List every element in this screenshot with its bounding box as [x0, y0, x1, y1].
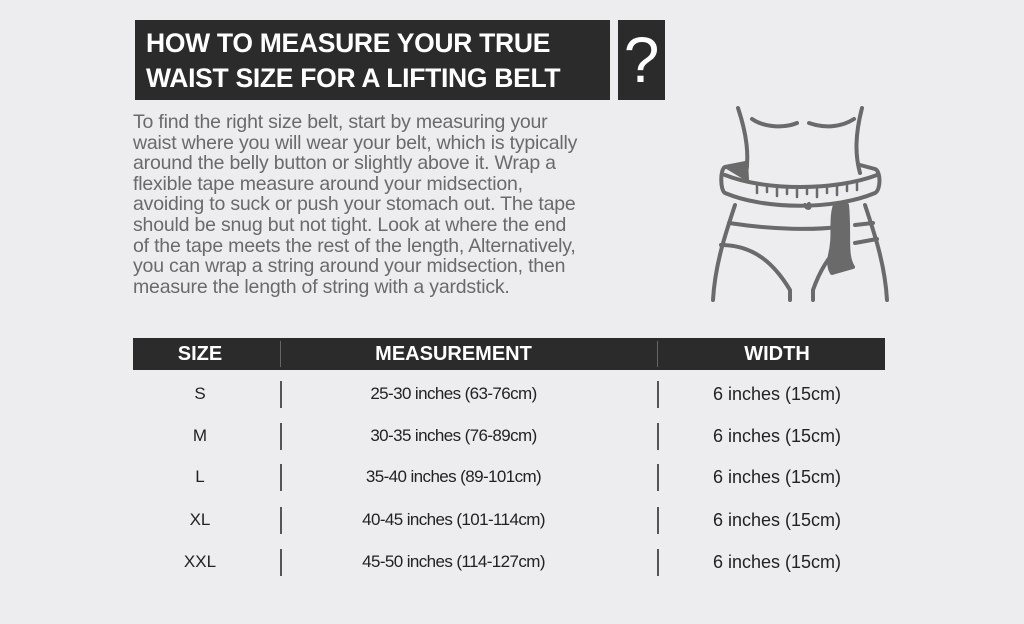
cell-measurement: 25-30 inches (63-76cm) [370, 384, 537, 403]
header-divider [657, 341, 658, 367]
cell-size: M [192, 426, 208, 445]
cell-width: 6 inches (15cm) [712, 552, 842, 572]
table-row: M 30-35 inches (76-89cm) 6 inches (15cm) [133, 421, 885, 451]
row-divider [280, 381, 282, 408]
row-divider [280, 464, 282, 491]
waist-measuring-tape-icon [711, 106, 889, 302]
cell-measurement: 30-35 inches (76-89cm) [370, 426, 537, 445]
table-row: XL 40-45 inches (101-114cm) 6 inches (15… [133, 505, 885, 535]
header-width: WIDTH [744, 343, 810, 365]
intro-paragraph: To find the right size belt, start by me… [133, 112, 577, 297]
intro-line: avoiding to suck or push your stomach ou… [133, 193, 576, 216]
size-table-header: SIZE MEASUREMENT WIDTH [133, 338, 885, 370]
header-size: SIZE [177, 343, 223, 365]
intro-line: flexible tape measure around your midsec… [133, 172, 523, 195]
intro-line: you can wrap a string around your midsec… [133, 255, 566, 278]
table-row: L 35-40 inches (89-101cm) 6 inches (15cm… [133, 462, 885, 492]
row-divider [280, 423, 282, 450]
row-divider [657, 464, 659, 491]
intro-line: waist where you will wear your belt, whi… [133, 131, 578, 154]
page-title: HOW TO MEASURE YOUR TRUE WAIST SIZE FOR … [135, 20, 610, 100]
table-row: S 25-30 inches (63-76cm) 6 inches (15cm) [133, 379, 885, 409]
row-divider [280, 507, 282, 534]
cell-measurement: 45-50 inches (114-127cm) [362, 552, 545, 571]
row-divider [657, 381, 659, 408]
header-divider [280, 341, 281, 367]
title-line-2: WAIST SIZE FOR A LIFTING BELT [146, 63, 561, 93]
row-divider [280, 549, 282, 576]
title-line-1: HOW TO MEASURE YOUR TRUE [146, 28, 551, 58]
intro-line: To find the right size belt, start by me… [133, 111, 548, 133]
row-divider [657, 423, 659, 450]
intro-line: around the belly button or slightly abov… [133, 152, 556, 175]
cell-size: XXL [183, 552, 217, 571]
row-divider [657, 549, 659, 576]
cell-width: 6 inches (15cm) [712, 510, 842, 530]
intro-line: should be snug but not tight. Look at wh… [133, 213, 567, 236]
intro-line: of the tape meets the rest of the length… [133, 234, 576, 257]
cell-size: XL [189, 510, 211, 529]
cell-width: 6 inches (15cm) [712, 467, 842, 487]
table-row: XXL 45-50 inches (114-127cm) 6 inches (1… [133, 547, 885, 577]
cell-size: L [195, 467, 205, 486]
cell-size: S [194, 384, 206, 403]
row-divider [657, 507, 659, 534]
intro-line: measure the length of string with a yard… [133, 275, 510, 298]
header-measurement: MEASUREMENT [375, 343, 532, 365]
question-mark-badge: ? [618, 20, 665, 100]
cell-measurement: 35-40 inches (89-101cm) [365, 467, 542, 486]
cell-width: 6 inches (15cm) [712, 384, 842, 404]
cell-width: 6 inches (15cm) [712, 426, 842, 446]
cell-measurement: 40-45 inches (101-114cm) [362, 510, 545, 529]
